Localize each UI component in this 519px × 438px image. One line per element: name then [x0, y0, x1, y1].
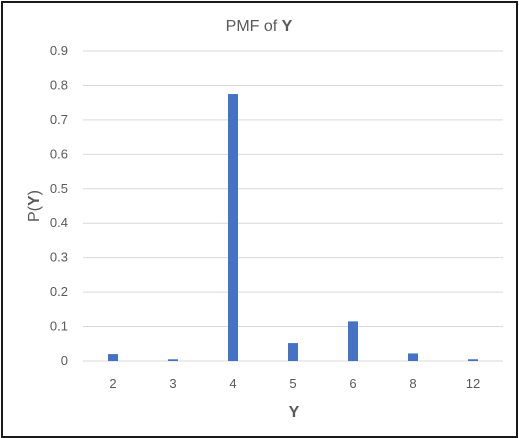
x-tick-label: 3: [169, 376, 176, 391]
x-axis-title: Y: [289, 404, 300, 421]
bar-8: [408, 353, 418, 361]
x-tick-label: 6: [349, 376, 356, 391]
chart-title: PMF of Y: [226, 18, 293, 35]
y-axis-title-suffix: ): [26, 190, 43, 195]
y-tick-label: 0.2: [50, 284, 68, 299]
x-tick-label: 5: [289, 376, 296, 391]
y-tick-label: 0.7: [50, 112, 68, 127]
y-tick-label: 0.4: [50, 215, 68, 230]
bar-12: [468, 359, 478, 361]
bar-3: [168, 359, 178, 361]
x-tick-label: 4: [229, 376, 236, 391]
x-tick-label: 8: [409, 376, 416, 391]
bar-5: [288, 343, 298, 361]
y-axis-title-prefix: P(: [26, 205, 43, 222]
pmf-chart: PMF of Y 0 0.1 0.2 0.3 0.4 0.5 0.6 0.7 0.8 0.9 2 3…: [26, 18, 503, 421]
y-tick-label: 0: [61, 353, 68, 368]
bar-6: [348, 321, 358, 361]
y-tick-label: 0.1: [50, 319, 68, 334]
x-tick-label: 2: [109, 376, 116, 391]
x-tick-label: 12: [466, 376, 480, 391]
y-tick-label: 0.9: [50, 43, 68, 58]
bar-4: [228, 94, 238, 362]
y-tick-label: 0.8: [50, 77, 68, 92]
chart-title-variable: Y: [282, 18, 293, 35]
y-axis-title: P(Y): [26, 190, 43, 222]
y-axis-title-variable: Y: [26, 195, 43, 206]
y-tick-label: 0.3: [50, 250, 68, 265]
chart-title-prefix: PMF of: [226, 18, 282, 35]
y-tick-label: 0.6: [50, 146, 68, 161]
bar-2: [108, 354, 118, 361]
y-tick-label: 0.5: [50, 181, 68, 196]
